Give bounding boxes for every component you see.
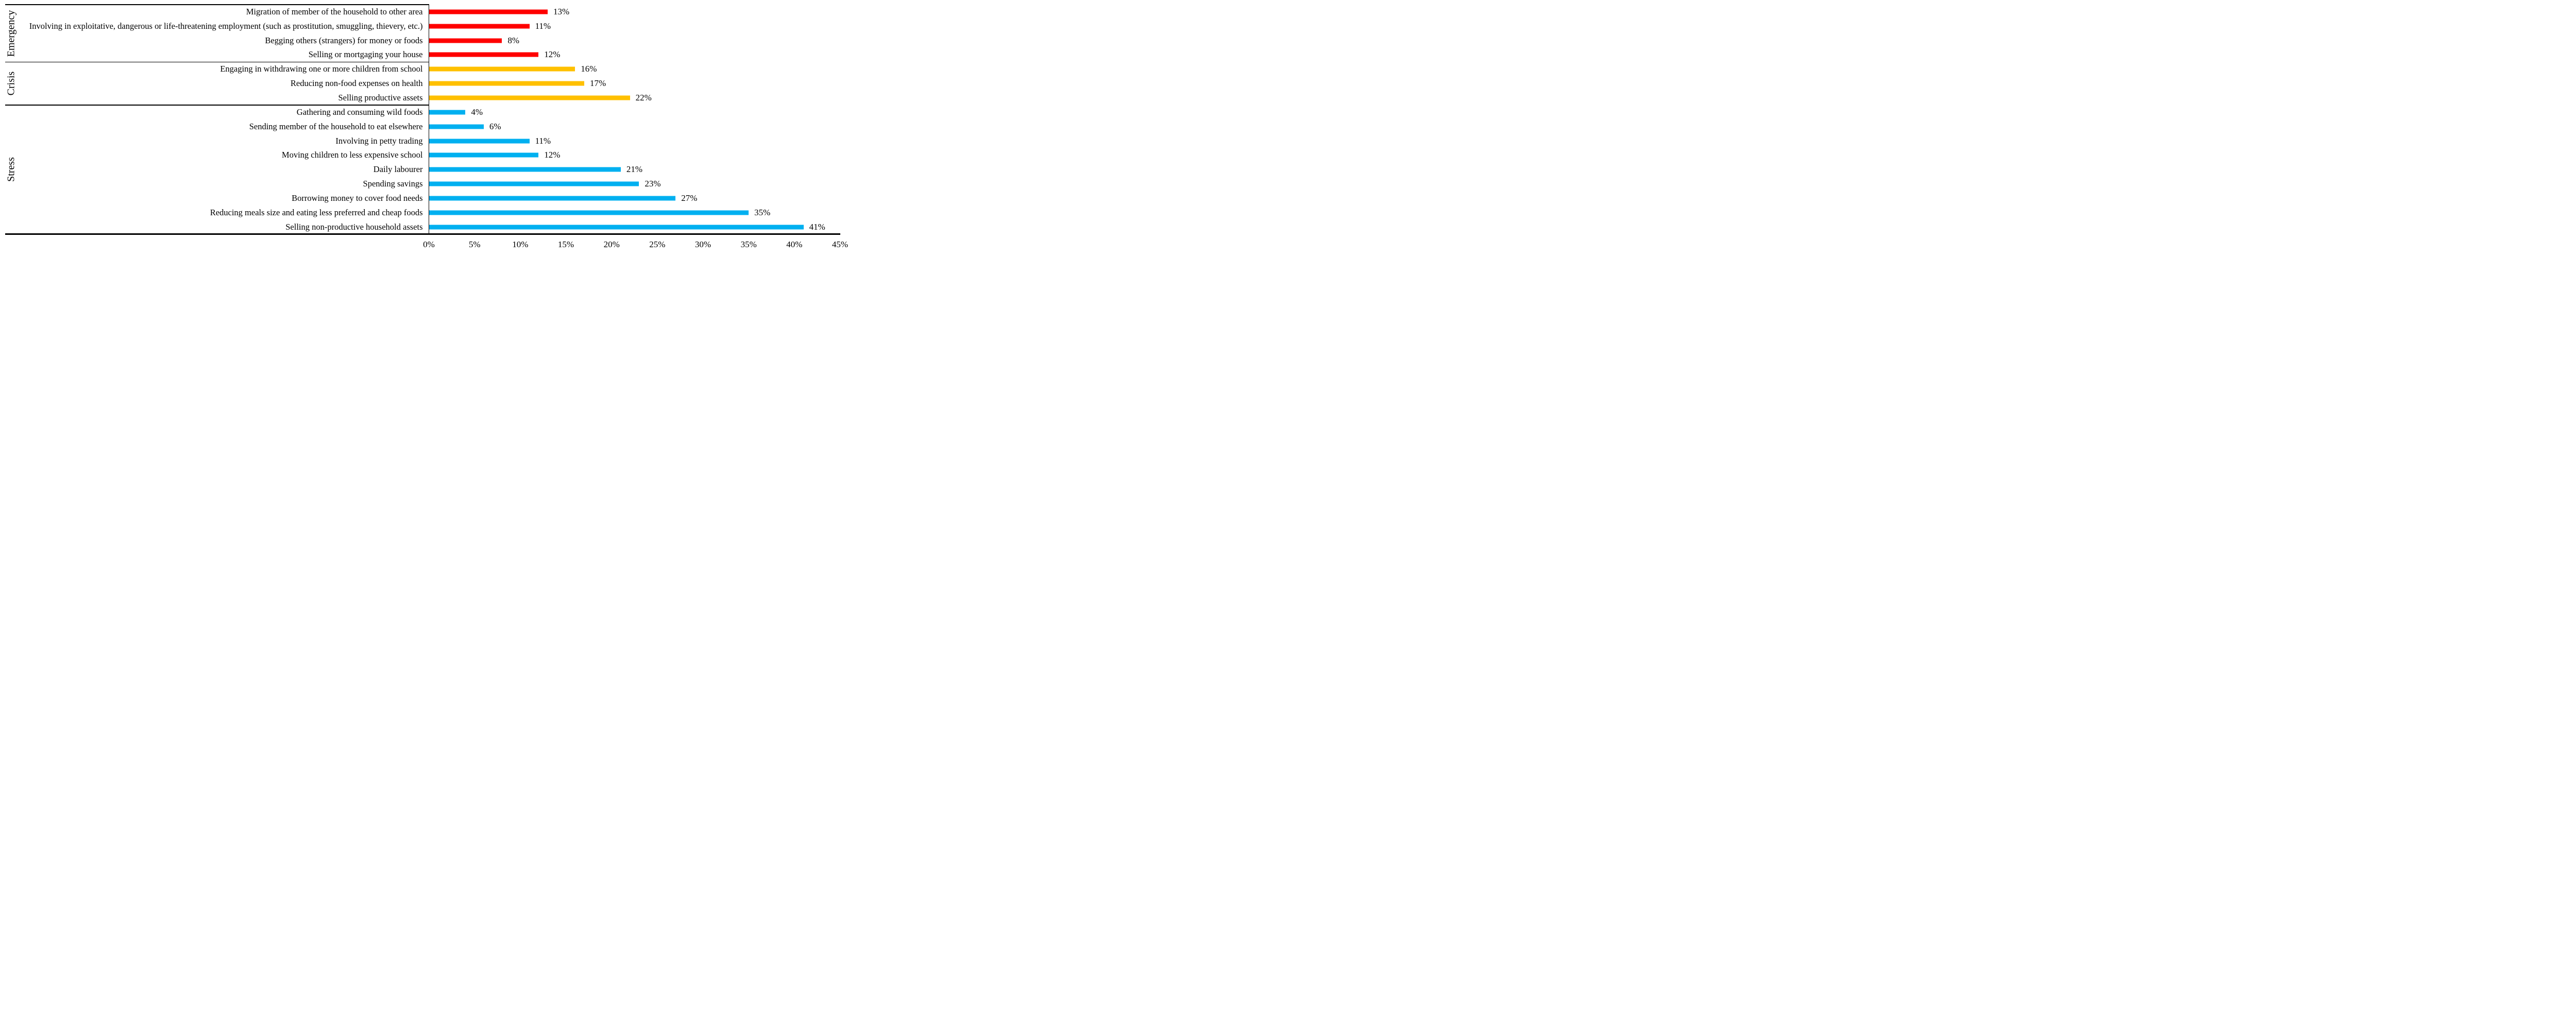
category-label: Moving children to less expensive school	[281, 150, 423, 160]
bar	[429, 38, 502, 43]
x-tick-label: 15%	[557, 239, 574, 249]
coping-strategies-bar-chart: Emergency Crisis Stress Migration of membe…	[0, 0, 850, 253]
category-label: Involving in exploitative, dangerous or …	[29, 21, 423, 31]
bar	[429, 24, 530, 29]
y-axis-line	[428, 4, 430, 235]
category-label: Migration of member of the household to …	[246, 6, 423, 16]
category-label: Involving in petty trading	[335, 135, 423, 146]
value-label: 11%	[535, 135, 551, 146]
value-label: 21%	[626, 164, 643, 175]
x-tick-label: 25%	[649, 239, 666, 249]
x-tick-label: 35%	[740, 239, 757, 249]
value-label: 16%	[581, 64, 597, 74]
x-tick-label: 40%	[786, 239, 803, 249]
category-label: Selling non-productive household assets	[285, 221, 423, 232]
value-label: 13%	[553, 6, 570, 16]
x-tick-label: 20%	[603, 239, 620, 249]
category-label: Engaging in withdrawing one or more chil…	[220, 64, 423, 74]
x-tick-label: 30%	[694, 239, 711, 249]
value-label: 41%	[809, 221, 825, 232]
category-label: Spending savings	[363, 179, 423, 189]
category-label: Selling productive assets	[338, 92, 423, 102]
category-label: Begging others (strangers) for money or …	[265, 35, 423, 45]
value-label: 6%	[489, 121, 501, 131]
group-label-emergency: Emergency	[5, 10, 17, 57]
bar	[429, 110, 466, 115]
bar	[429, 66, 575, 72]
value-label: 11%	[535, 21, 551, 31]
value-label: 12%	[544, 150, 561, 160]
bar	[429, 196, 676, 201]
value-label: 4%	[471, 107, 483, 117]
group-label-crisis: Crisis	[5, 71, 17, 96]
value-label: 8%	[507, 35, 520, 45]
category-label: Gathering and consuming wild foods	[296, 107, 423, 117]
value-label: 12%	[544, 49, 561, 60]
category-label: Selling or mortgaging your house	[308, 49, 423, 60]
x-tick-label: 5%	[468, 239, 481, 249]
bar	[429, 167, 621, 172]
bar	[429, 95, 630, 100]
bar	[429, 152, 539, 158]
x-tick-label: 0%	[423, 239, 435, 249]
bar	[429, 139, 530, 144]
bar	[429, 81, 584, 86]
value-label: 27%	[681, 193, 698, 203]
value-label: 35%	[754, 207, 771, 217]
category-label: Borrowing money to cover food needs	[292, 193, 423, 203]
value-label: 23%	[645, 179, 661, 189]
value-label: 22%	[635, 92, 652, 102]
bar	[429, 52, 539, 57]
bar	[429, 225, 804, 230]
x-tick-label: 10%	[512, 239, 529, 249]
value-label: 17%	[589, 78, 606, 89]
bar	[429, 210, 749, 215]
category-label: Reducing meals size and eating less pref…	[210, 207, 423, 217]
group-label-stress: Stress	[5, 157, 17, 182]
category-label: Sending member of the household to eat e…	[249, 121, 423, 131]
x-tick-label: 45%	[832, 239, 849, 249]
category-label: Daily labourer	[373, 164, 423, 175]
bar	[429, 124, 484, 129]
bar	[429, 181, 639, 186]
bar	[429, 9, 548, 14]
group-separator-crisis-stress	[5, 105, 429, 106]
category-label: Reducing non-food expenses on health	[290, 78, 423, 89]
x-axis-line	[5, 233, 840, 235]
group-separator-emergency-crisis	[5, 61, 429, 63]
label-area-top-border	[5, 4, 429, 5]
